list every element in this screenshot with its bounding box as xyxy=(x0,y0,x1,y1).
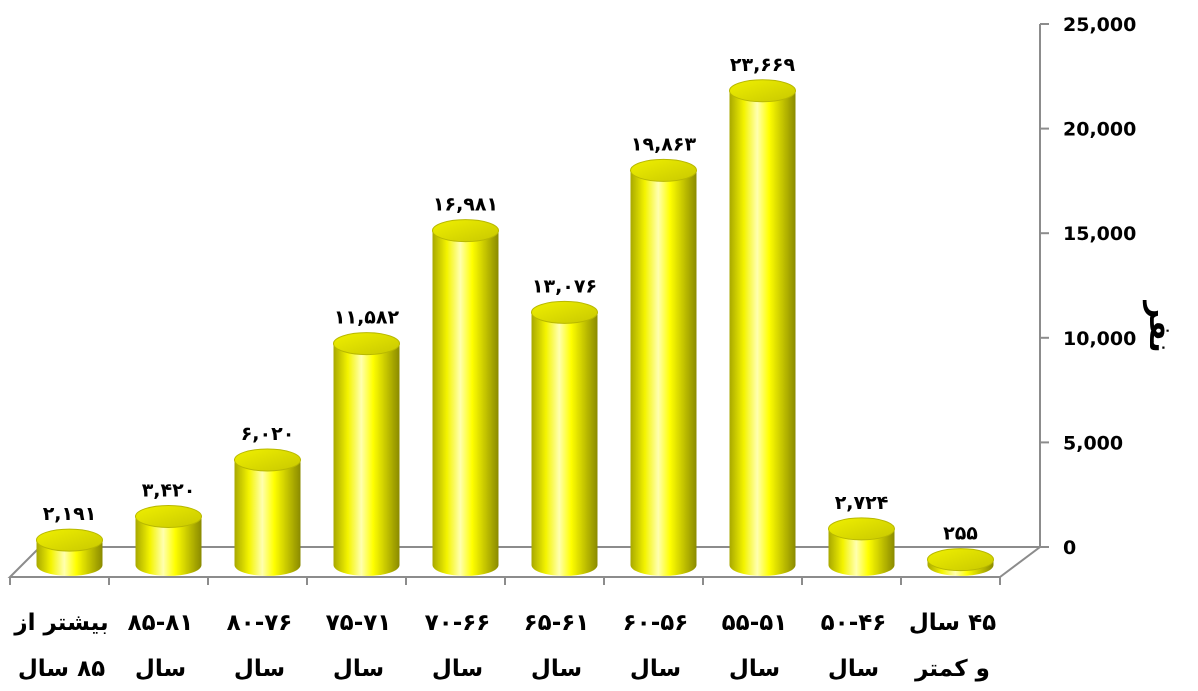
bar-body xyxy=(729,90,796,576)
data-label: ۲۵۵ xyxy=(943,523,978,545)
y-tick-label: 20,000 xyxy=(1063,119,1136,141)
data-label: ۱۱,۵۸۲ xyxy=(334,307,400,329)
data-label: ۲,۷۲۴ xyxy=(835,492,889,514)
bar-body xyxy=(630,170,697,576)
x-tick-label: سال xyxy=(828,656,879,682)
x-tick-label: سال xyxy=(333,656,384,682)
x-tick-label: ۶۵-۶۱ xyxy=(524,610,590,636)
data-label: ۲,۱۹۱ xyxy=(43,503,97,525)
y-tick-label: 10,000 xyxy=(1063,328,1136,350)
x-tick-label: سال xyxy=(432,656,483,682)
data-label: ۶,۰۲۰ xyxy=(241,423,295,445)
data-label: ۳,۴۲۰ xyxy=(142,479,196,501)
bar-top xyxy=(333,332,400,356)
x-tick-label: سال xyxy=(729,656,780,682)
x-tick-label: سال xyxy=(234,656,285,682)
bar-top xyxy=(927,548,994,572)
bar xyxy=(729,79,796,576)
bar-top xyxy=(234,448,301,472)
y-tick-label: 25,000 xyxy=(1063,14,1136,36)
bar-body xyxy=(333,343,400,576)
bar-top xyxy=(729,79,796,103)
bar-body xyxy=(135,516,202,576)
y-axis-title: نفر xyxy=(1142,299,1177,353)
x-tick-label: و کمتر xyxy=(914,656,990,682)
bars xyxy=(36,79,994,576)
bar xyxy=(234,448,301,576)
data-label: ۱۹,۸۶۳ xyxy=(631,133,697,155)
y-tick-label: 0 xyxy=(1063,537,1076,559)
x-tick-label: ۵۵-۵۱ xyxy=(722,610,788,636)
y-tick-label: 5,000 xyxy=(1063,432,1123,454)
bar-top xyxy=(36,528,103,552)
bar xyxy=(531,300,598,576)
bar-top xyxy=(531,300,598,324)
x-tick-label: ۶۰-۵۶ xyxy=(623,610,689,636)
bar-top xyxy=(432,219,499,243)
x-tick-label: ۵۰-۴۶ xyxy=(821,610,887,636)
bar-top xyxy=(135,504,202,528)
bar-body xyxy=(828,528,895,576)
x-tick-label: ۷۰-۶۶ xyxy=(425,610,491,636)
bar xyxy=(927,548,994,576)
bar xyxy=(36,528,103,576)
bar-body xyxy=(432,230,499,576)
y-tick-label: 15,000 xyxy=(1063,223,1136,245)
data-label: ۱۶,۹۸۱ xyxy=(433,194,498,216)
x-tick-label: ۸۰-۷۶ xyxy=(227,610,293,636)
x-tick-label: سال xyxy=(135,656,186,682)
x-tick-label: ۷۵-۷۱ xyxy=(326,610,392,636)
x-tick-label: بیشتر از xyxy=(13,610,108,636)
x-tick-label: ۴۵ سال xyxy=(909,610,996,636)
x-tick-label: سال xyxy=(531,656,582,682)
x-tick-label: ۸۵ سال xyxy=(18,656,105,682)
bar xyxy=(432,219,499,576)
x-tick-label: ۸۵-۸۱ xyxy=(128,610,194,636)
x-tick-label: سال xyxy=(630,656,681,682)
bar-top xyxy=(630,158,697,182)
data-label: ۲۳,۶۶۹ xyxy=(730,54,796,76)
data-label: ۱۳,۰۷۶ xyxy=(532,275,597,297)
bar-top xyxy=(828,517,895,541)
axes xyxy=(7,23,1049,585)
bar-body xyxy=(234,459,301,576)
bar-body xyxy=(531,312,598,576)
bar xyxy=(135,504,202,576)
bar xyxy=(333,332,400,576)
bar xyxy=(828,517,895,576)
bar xyxy=(630,158,697,576)
labels: 0 5,000 10,000 15,000 20,000 25,000 ۲,۱۹۱ بیشتر… xyxy=(13,14,1136,682)
